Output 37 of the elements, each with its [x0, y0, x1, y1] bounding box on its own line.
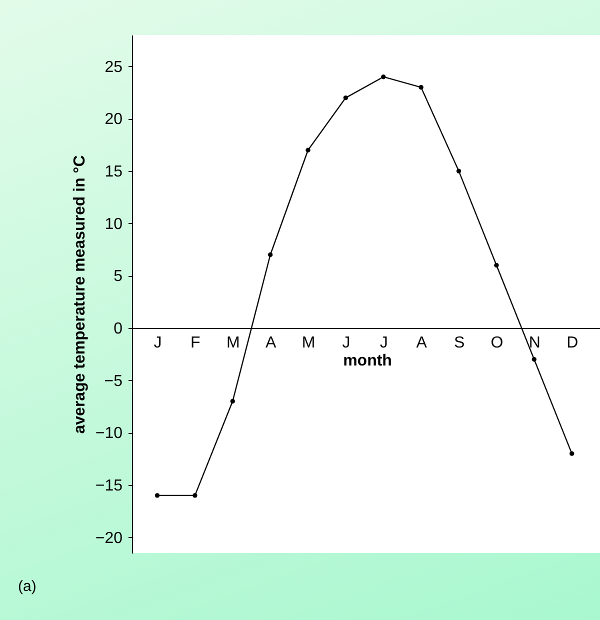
y-axis-title: average temperature measured in °C: [71, 154, 88, 434]
x-axis-title: month: [343, 352, 392, 370]
y-tick-label: −20: [95, 530, 123, 547]
x-tick-label: J: [380, 334, 388, 352]
y-tick-label: 10: [104, 216, 123, 233]
point: [532, 357, 536, 362]
x-tick-label: N: [528, 334, 540, 352]
x-tick-label: J: [154, 334, 162, 352]
point: [381, 74, 386, 80]
y-tick-label: −15: [95, 477, 123, 494]
y-tick-label: −10: [95, 425, 123, 442]
x-tick-label: O: [490, 334, 504, 352]
point: [154, 493, 160, 498]
y-tick-label: 25: [104, 58, 123, 76]
x-tick-label: M: [302, 334, 316, 352]
y-tick-label: 20: [104, 111, 123, 128]
point: [306, 148, 310, 152]
point: [494, 262, 499, 268]
point: [268, 252, 273, 258]
x-tick-label: D: [566, 334, 578, 352]
x-tick-label: F: [190, 334, 201, 352]
point: [230, 398, 235, 404]
x-tick-label: S: [454, 334, 465, 352]
y-tick-label: 0: [114, 320, 123, 338]
y-tick-label: −5: [104, 372, 123, 390]
point: [192, 493, 198, 498]
point: [570, 451, 574, 456]
y-tick-label: 5: [114, 268, 123, 286]
x-tick-label: A: [416, 334, 428, 352]
x-tick-label: A: [265, 334, 276, 352]
x-tick-label: J: [342, 334, 350, 352]
point: [343, 95, 348, 100]
point: [418, 84, 424, 90]
text: (a): [18, 578, 36, 595]
y-tick-label: 15: [104, 164, 123, 181]
point: [456, 168, 462, 174]
x-tick-label: M: [226, 334, 240, 352]
